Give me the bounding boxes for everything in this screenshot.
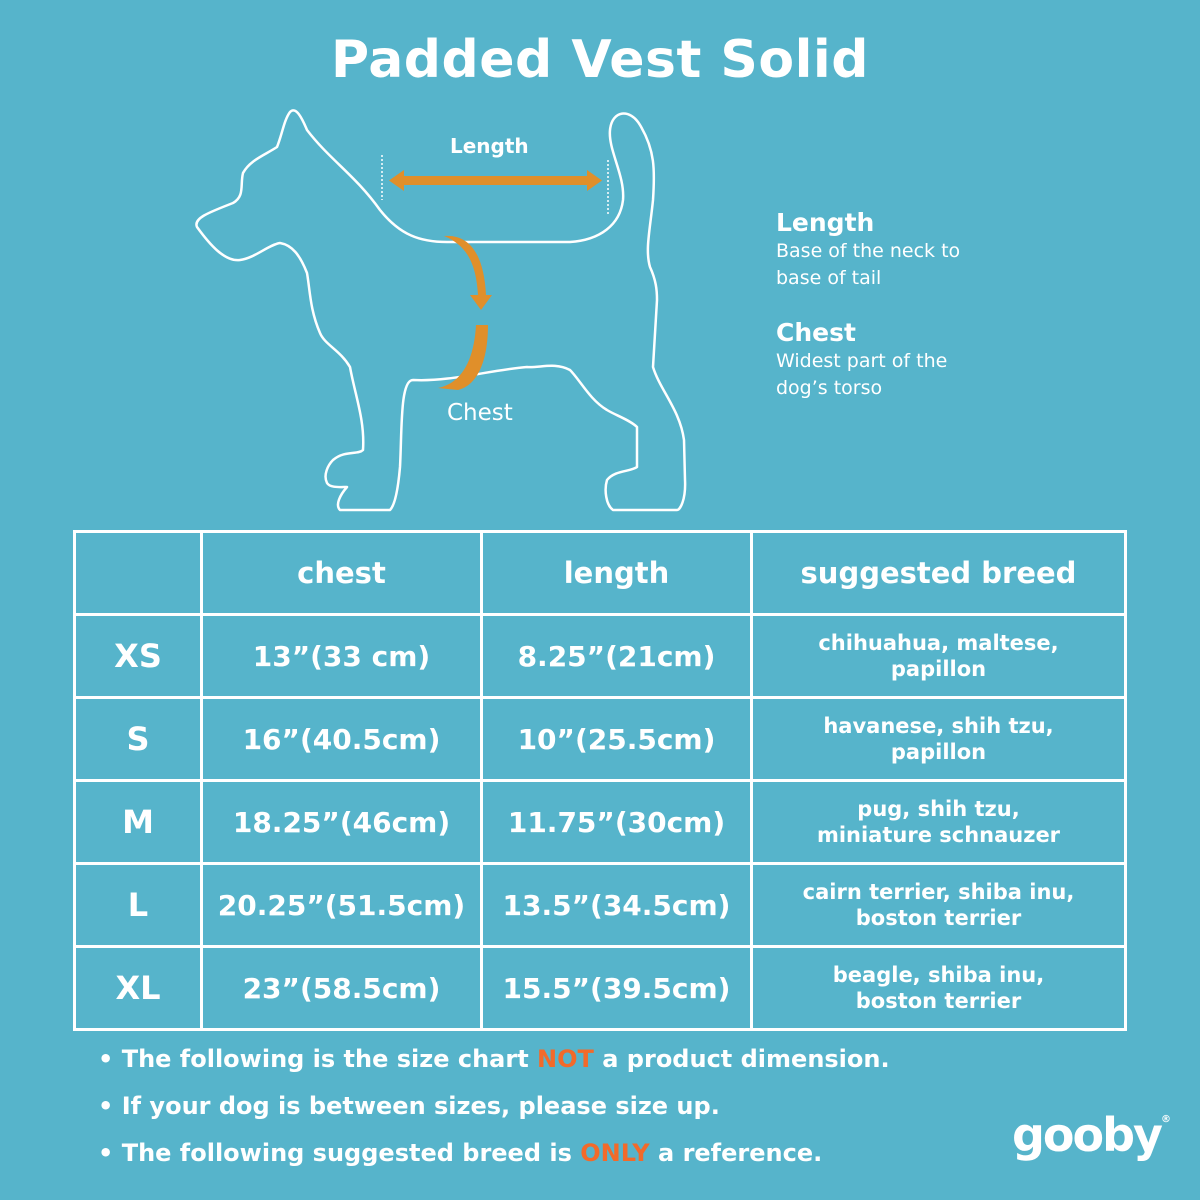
- size-cell: XS: [73, 613, 203, 699]
- table-row: XS 13”(33 cm) 8.25”(21cm) chihuahua, mal…: [73, 613, 1127, 699]
- legend-chest: Chest Widest part of the dog’s torso: [776, 318, 986, 402]
- notes-list: • The following is the size chart NOT a …: [98, 1040, 890, 1181]
- page-title: Padded Vest Solid: [331, 30, 869, 90]
- breed-text: beagle, shiba inu, boston terrier: [832, 963, 1045, 1013]
- dog-outline: [195, 109, 687, 512]
- length-cell: 15.5”(39.5cm): [480, 945, 753, 1031]
- breed-text: pug, shih tzu, miniature schnauzer: [816, 797, 1061, 847]
- table-row: S 16”(40.5cm) 10”(25.5cm) havanese, shih…: [73, 696, 1127, 782]
- legend-desc: Widest part of the dog’s torso: [776, 350, 948, 399]
- breed-cell: pug, shih tzu, miniature schnauzer: [750, 779, 1127, 865]
- note-text: The following is the size chart: [121, 1045, 538, 1073]
- registered-mark: ®: [1161, 1114, 1172, 1125]
- length-cell: 13.5”(34.5cm): [480, 862, 753, 948]
- legend-term: Chest: [776, 318, 856, 347]
- diagram-length-label: Length: [450, 134, 529, 158]
- note-item: • If your dog is between sizes, please s…: [98, 1092, 720, 1120]
- breed-cell: havanese, shih tzu, papillon: [750, 696, 1127, 782]
- chest-arrow: [438, 235, 492, 390]
- header-length: length: [480, 530, 753, 616]
- chest-cell: 23”(58.5cm): [200, 945, 483, 1031]
- note-item: • The following suggested breed is ONLY …: [98, 1139, 823, 1167]
- breed-cell: chihuahua, maltese, papillon: [750, 613, 1127, 699]
- note-item: • The following is the size chart NOT a …: [98, 1045, 890, 1073]
- note-highlight: ONLY: [580, 1139, 650, 1167]
- length-cell: 11.75”(30cm): [480, 779, 753, 865]
- size-table: chest length suggested breed XS 13”(33 c…: [73, 530, 1127, 1031]
- table-row: L 20.25”(51.5cm) 13.5”(34.5cm) cairn ter…: [73, 862, 1127, 948]
- logo-text: gooby: [1012, 1108, 1163, 1162]
- chest-cell: 16”(40.5cm): [200, 696, 483, 782]
- chest-cell: 18.25”(46cm): [200, 779, 483, 865]
- legend-length: Length Base of the neck to base of tail: [776, 208, 986, 292]
- note-text: The following suggested breed is: [121, 1139, 581, 1167]
- size-cell: S: [73, 696, 203, 782]
- chest-cell: 20.25”(51.5cm): [200, 862, 483, 948]
- breed-cell: cairn terrier, shiba inu, boston terrier: [750, 862, 1127, 948]
- chest-cell: 13”(33 cm): [200, 613, 483, 699]
- size-cell: M: [73, 779, 203, 865]
- diagram-chest-label: Chest: [447, 400, 513, 426]
- note-highlight: NOT: [537, 1045, 594, 1073]
- header-size: [73, 530, 203, 616]
- note-text: a reference.: [649, 1139, 823, 1167]
- table-row: M 18.25”(46cm) 11.75”(30cm) pug, shih tz…: [73, 779, 1127, 865]
- length-cell: 8.25”(21cm): [480, 613, 753, 699]
- breed-cell: beagle, shiba inu, boston terrier: [750, 945, 1127, 1031]
- legend-term: Length: [776, 208, 875, 237]
- length-arrow: [389, 170, 602, 191]
- note-text: If your dog is between sizes, please siz…: [121, 1092, 720, 1120]
- size-cell: L: [73, 862, 203, 948]
- breed-text: cairn terrier, shiba inu, boston terrier: [802, 880, 1075, 930]
- header-chest: chest: [200, 530, 483, 616]
- gooby-logo: gooby®: [1012, 1108, 1171, 1162]
- length-cell: 10”(25.5cm): [480, 696, 753, 782]
- note-text: a product dimension.: [593, 1045, 890, 1073]
- table-row: XL 23”(58.5cm) 15.5”(39.5cm) beagle, shi…: [73, 945, 1127, 1031]
- legend-desc: Base of the neck to base of tail: [776, 240, 961, 289]
- table-header-row: chest length suggested breed: [73, 530, 1127, 616]
- breed-text: havanese, shih tzu, papillon: [823, 714, 1054, 764]
- header-breed: suggested breed: [750, 530, 1127, 616]
- breed-text: chihuahua, maltese, papillon: [818, 631, 1059, 681]
- dog-measurement-diagram: [195, 109, 687, 512]
- size-cell: XL: [73, 945, 203, 1031]
